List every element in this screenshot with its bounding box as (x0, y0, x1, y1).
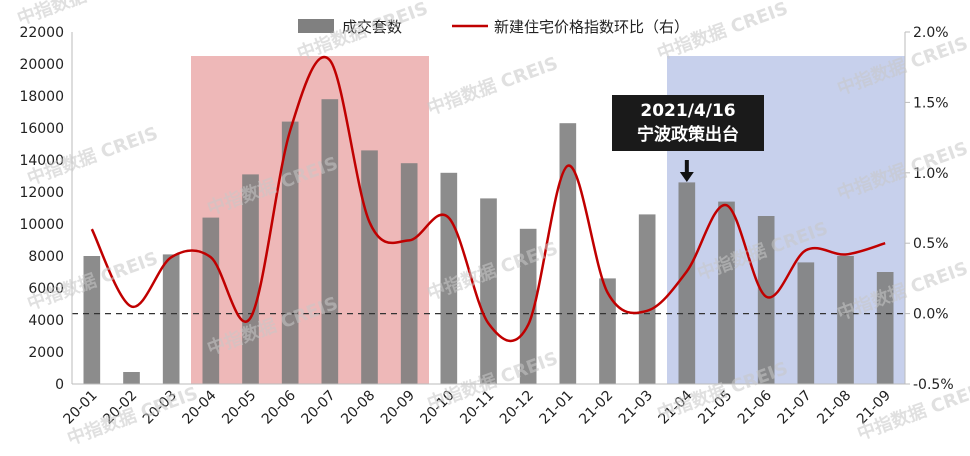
right-tick-label: 1.5% (913, 95, 949, 111)
left-tick-label: 0 (55, 377, 64, 393)
left-tick-label: 4000 (28, 313, 64, 329)
x-tick-label: 21-07 (775, 388, 815, 428)
right-tick-label: 1.0% (913, 166, 949, 182)
shaded-region-1 (191, 56, 429, 384)
x-tick-label: 21-08 (814, 388, 854, 428)
right-tick-label: -0.5% (913, 377, 954, 393)
annotation-text: 2021/4/16 (640, 101, 735, 121)
x-tick-label: 21-01 (537, 388, 577, 428)
watermark: 中指数据 CREIS (424, 52, 561, 120)
x-tick-label: 20-06 (259, 387, 299, 427)
bar (718, 201, 735, 384)
x-tick-label: 20-07 (299, 388, 339, 428)
bar (678, 182, 696, 384)
legend-label-bar: 成交套数 (342, 18, 402, 36)
bar (361, 150, 378, 384)
annotation-box (612, 95, 764, 151)
bar (321, 99, 339, 384)
left-tick-label: 22000 (19, 25, 64, 41)
bar (123, 372, 140, 384)
annotation-arrow-icon (679, 172, 694, 182)
x-tick-label: 20-05 (219, 388, 259, 428)
legend-label-line: 新建住宅价格指数环比（右） (494, 18, 689, 36)
legend: 成交套数 新建住宅价格指数环比（右） (298, 18, 689, 36)
bar (400, 163, 418, 384)
left-tick-label: 12000 (19, 185, 64, 201)
legend-swatch-bar (298, 19, 334, 33)
bar (876, 272, 894, 384)
right-tick-label: 0.0% (913, 307, 949, 323)
left-tick-label: 14000 (19, 153, 64, 169)
right-tick-label: 0.5% (913, 236, 949, 252)
bar (559, 123, 577, 384)
bar (797, 262, 815, 384)
price-index-line (90, 55, 886, 343)
bar (599, 278, 616, 384)
left-tick-label: 6000 (28, 281, 64, 297)
left-tick-label: 10000 (19, 217, 64, 233)
left-tick-label: 20000 (19, 57, 64, 73)
left-tick-label: 8000 (28, 249, 64, 265)
bar (162, 254, 180, 384)
annotation-arrow-shaft (684, 160, 689, 173)
x-tick-label: 20-12 (497, 388, 537, 428)
left-tick-label: 18000 (19, 89, 64, 105)
bar (242, 174, 259, 384)
x-tick-label: 20-08 (338, 388, 378, 428)
left-tick-label: 2000 (28, 345, 64, 361)
bar (519, 228, 537, 384)
bar (83, 256, 101, 384)
bar (638, 214, 656, 384)
annotation: 2021/4/16 宁波政策出台 (612, 95, 764, 182)
x-tick-label: 20-09 (378, 388, 418, 428)
x-tick-label: 21-03 (616, 388, 656, 428)
bar (757, 216, 775, 384)
annotation-text: 宁波政策出台 (637, 124, 739, 145)
x-tick-label: 21-02 (576, 388, 616, 428)
bar (281, 121, 299, 384)
bar (480, 198, 497, 384)
left-tick-label: 16000 (19, 121, 64, 137)
right-tick-label: 2.0% (913, 25, 949, 41)
bar (202, 217, 220, 384)
bar (837, 256, 854, 384)
